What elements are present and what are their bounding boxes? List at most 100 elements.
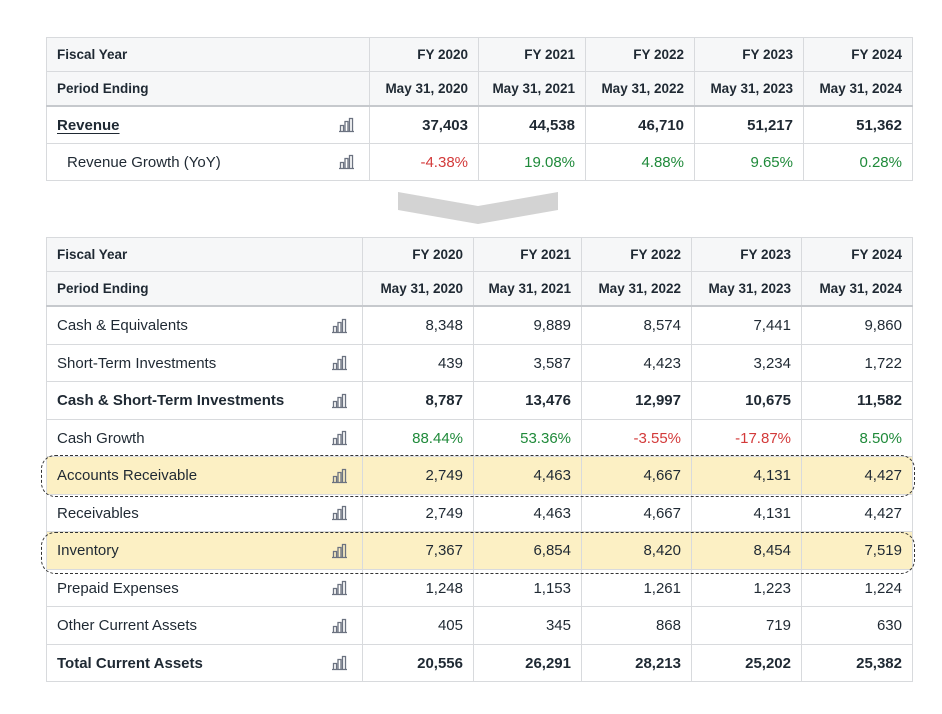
- row-label: Prepaid Expenses: [57, 579, 179, 597]
- row-label: Short-Term Investments: [57, 354, 217, 372]
- chevron-down-icon: [398, 192, 558, 224]
- bar-chart-icon[interactable]: [331, 543, 348, 558]
- period-ending-header-row: Period Ending May 31, 2020 May 31, 2021 …: [46, 271, 913, 307]
- value-cell: 405: [362, 606, 474, 645]
- bar-chart-icon[interactable]: [331, 468, 348, 483]
- value-cell: 4,463: [473, 456, 582, 495]
- value-cell: 8,348: [362, 305, 474, 345]
- value-cell: 1,248: [362, 569, 474, 607]
- table-row: Cash & Equivalents 8,348 9,889 8,574 7,441 9,…: [46, 305, 913, 345]
- revenue-link[interactable]: Revenue: [57, 116, 120, 134]
- revenue-table: Fiscal Year FY 2020 FY 2021 FY 2022 FY 2…: [46, 37, 913, 181]
- value-cell: 1,223: [691, 569, 802, 607]
- value-cell: 9.65%: [694, 143, 804, 181]
- table-row: Prepaid Expenses 1,248 1,153 1,261 1,223 1,22…: [46, 569, 913, 607]
- value-cell: 0.28%: [803, 143, 913, 181]
- row-label-cell: Cash & Short-Term Investments: [46, 381, 363, 420]
- value-cell: 20,556: [362, 644, 474, 682]
- period-header: May 31, 2022: [581, 271, 692, 307]
- fiscal-year-label: Fiscal Year: [46, 37, 370, 72]
- value-cell: 345: [473, 606, 582, 645]
- table-row-revenue-growth: Revenue Growth (YoY) -4.38% 19.08% 4.88%…: [46, 143, 913, 181]
- value-cell: 4,423: [581, 344, 692, 382]
- value-cell: 3,234: [691, 344, 802, 382]
- row-label-cell: Cash Growth: [46, 419, 363, 457]
- value-cell: 4,131: [691, 494, 802, 532]
- value-cell: 10,675: [691, 381, 802, 420]
- row-label: Inventory: [57, 542, 119, 559]
- row-label-cell: Short-Term Investments: [46, 344, 363, 382]
- row-label-cell: Accounts Receivable: [46, 456, 363, 495]
- value-cell: 51,217: [694, 105, 804, 144]
- value-cell: -3.55%: [581, 419, 692, 457]
- value-cell: -17.87%: [691, 419, 802, 457]
- bar-chart-icon[interactable]: [331, 655, 348, 671]
- value-cell: 8,420: [581, 531, 692, 570]
- value-cell: 88.44%: [362, 419, 474, 457]
- period-header: May 31, 2020: [362, 271, 474, 307]
- bar-chart-icon[interactable]: [331, 505, 348, 521]
- balance-sheet-table: Fiscal Year FY 2020 FY 2021 FY 2022 FY 2…: [46, 237, 913, 682]
- value-cell: 868: [581, 606, 692, 645]
- value-cell: 53.36%: [473, 419, 582, 457]
- value-cell: 4,131: [691, 456, 802, 495]
- year-header: FY 2022: [581, 237, 692, 272]
- year-header: FY 2021: [478, 37, 586, 72]
- value-cell: 6,854: [473, 531, 582, 570]
- value-cell: 7,441: [691, 305, 802, 345]
- bar-chart-icon[interactable]: [331, 393, 348, 408]
- row-label-cell: Revenue: [46, 105, 370, 144]
- table-row: Other Current Assets 405 345 868 719 630: [46, 606, 913, 645]
- value-cell: 19.08%: [478, 143, 586, 181]
- row-label: Cash & Short-Term Investments: [57, 392, 285, 409]
- value-cell: 25,382: [801, 644, 913, 682]
- value-cell: 4,667: [581, 494, 692, 532]
- value-cell: 7,367: [362, 531, 474, 570]
- value-cell: 4,427: [801, 494, 913, 532]
- table-row: Receivables 2,749 4,463 4,667 4,131 4,427: [46, 494, 913, 532]
- period-header: May 31, 2023: [694, 71, 804, 107]
- year-header: FY 2020: [369, 37, 479, 72]
- row-label: Cash & Equivalents: [57, 317, 188, 334]
- row-label: Cash Growth: [57, 429, 145, 447]
- bar-chart-icon[interactable]: [331, 355, 348, 371]
- bar-chart-icon[interactable]: [338, 117, 355, 133]
- value-cell: 1,261: [581, 569, 692, 607]
- year-header: FY 2024: [801, 237, 913, 272]
- value-cell: 11,582: [801, 381, 913, 420]
- value-cell: 12,997: [581, 381, 692, 420]
- row-label: Accounts Receivable: [57, 467, 198, 484]
- row-label-cell: Revenue Growth (YoY): [46, 143, 370, 181]
- value-cell: 8,454: [691, 531, 802, 570]
- value-cell: 3,587: [473, 344, 582, 382]
- row-label: Revenue Growth (YoY): [67, 153, 221, 171]
- row-label: Receivables: [57, 504, 139, 522]
- value-cell: 28,213: [581, 644, 692, 682]
- value-cell: 1,722: [801, 344, 913, 382]
- value-cell: 7,519: [801, 531, 913, 570]
- row-label: Total Current Assets: [57, 654, 203, 672]
- value-cell: 2,749: [362, 456, 474, 495]
- bar-chart-icon[interactable]: [331, 580, 348, 596]
- fiscal-year-header-row: Fiscal Year FY 2020 FY 2021 FY 2022 FY 2…: [46, 237, 913, 272]
- value-cell: 9,889: [473, 305, 582, 345]
- bar-chart-icon[interactable]: [331, 430, 348, 446]
- row-label-cell: Prepaid Expenses: [46, 569, 363, 607]
- row-label-cell: Cash & Equivalents: [46, 305, 363, 345]
- bar-chart-icon[interactable]: [331, 618, 348, 633]
- value-cell: 37,403: [369, 105, 479, 144]
- fiscal-year-label: Fiscal Year: [46, 237, 363, 272]
- period-header: May 31, 2022: [585, 71, 695, 107]
- table-row: Short-Term Investments 439 3,587 4,423 3,234…: [46, 344, 913, 382]
- bar-chart-icon[interactable]: [331, 318, 348, 333]
- table-row: Cash Growth 88.44% 53.36% -3.55% -17.87% 8.50…: [46, 419, 913, 457]
- bar-chart-icon[interactable]: [338, 154, 355, 170]
- period-header: May 31, 2021: [473, 271, 582, 307]
- value-cell: 44,538: [478, 105, 586, 144]
- value-cell: 4.88%: [585, 143, 695, 181]
- table-row: Inventory 7,367 6,854 8,420 8,454 7,519: [46, 531, 913, 570]
- value-cell: 25,202: [691, 644, 802, 682]
- table-row: Accounts Receivable 2,749 4,463 4,667 4,131 4…: [46, 456, 913, 495]
- period-header: May 31, 2023: [691, 271, 802, 307]
- value-cell: 719: [691, 606, 802, 645]
